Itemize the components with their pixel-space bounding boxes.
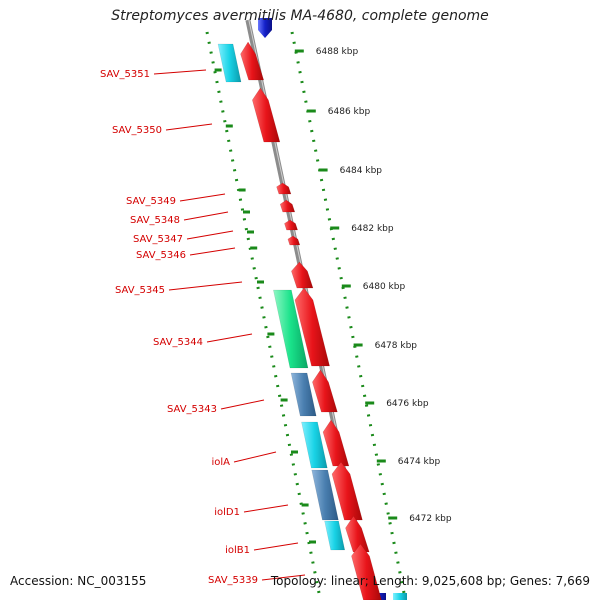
scale-label: 6476 kbp <box>386 399 429 409</box>
gene-leader-line <box>206 333 253 343</box>
scale-label: 6486 kbp <box>328 107 371 117</box>
gene-arrow <box>351 543 382 601</box>
gene-arrow <box>284 219 298 231</box>
scale-label: 6478 kbp <box>375 341 418 351</box>
gene-leader-line <box>165 123 213 131</box>
gene-leader-line <box>153 69 207 75</box>
gene-label: SAV_5344 <box>153 337 203 348</box>
gene-leader-line <box>243 504 289 513</box>
scale-label: 6484 kbp <box>340 166 383 176</box>
gene-arrow <box>294 287 330 367</box>
scale-label: 6474 kbp <box>398 457 441 467</box>
gene-arrow <box>322 419 350 467</box>
gene-arrow <box>345 515 370 553</box>
accession-text: Accession: NC_003155 <box>10 574 147 588</box>
gene-label: SAV_5348 <box>130 215 180 226</box>
gene-label: iolD1 <box>214 507 240 518</box>
gene-arrow <box>312 369 338 413</box>
gene-leader-line <box>186 230 234 240</box>
gene-leader-line <box>233 451 277 463</box>
gene-label: iolB1 <box>225 545 250 556</box>
gene-arrow <box>287 235 301 246</box>
gene-label: SAV_5351 <box>100 69 150 80</box>
gene-label: SAV_5339 <box>208 575 258 586</box>
gene-arrow <box>279 199 296 213</box>
reverse-gene <box>393 593 407 600</box>
gene-label: SAV_5346 <box>136 250 186 261</box>
gene-leader-line <box>220 399 265 410</box>
gene-label: SAV_5343 <box>167 404 217 415</box>
cds-block <box>324 520 346 551</box>
scale-guide-line <box>205 31 322 599</box>
gene-arrow <box>291 261 314 289</box>
gene-label: SAV_5347 <box>133 234 183 245</box>
gene-label: SAV_5345 <box>115 285 165 296</box>
gene-leader-line <box>183 211 229 221</box>
scale-label: 6488 kbp <box>316 47 359 57</box>
gene-leader-line <box>253 542 299 551</box>
gene-arrow <box>276 182 292 195</box>
scale-label: 6482 kbp <box>351 224 394 234</box>
gene-arrow <box>252 87 281 143</box>
scale-label: 6472 kbp <box>409 514 452 524</box>
cds-block <box>311 469 339 521</box>
reverse-gene <box>258 18 272 38</box>
map-title: Streptomyces avermitilis MA-4680, comple… <box>111 8 489 24</box>
topology-text: Topology: linear; Length: 9,025,608 bp; … <box>270 574 590 588</box>
gene-label: SAV_5350 <box>112 125 162 136</box>
gene-leader-line <box>179 193 226 202</box>
cds-block <box>217 43 242 83</box>
gene-label: SAV_5349 <box>126 196 176 207</box>
cds-block <box>290 372 317 417</box>
gene-leader-line <box>168 281 243 291</box>
cds-block <box>301 421 328 469</box>
gene-label: iolA <box>211 457 230 468</box>
scale-label: 6480 kbp <box>363 282 406 292</box>
gene-leader-line <box>189 247 236 256</box>
scale-guide-line <box>290 31 407 599</box>
gene-leader-line <box>261 574 306 581</box>
gene-arrow <box>240 41 264 81</box>
cds-block <box>273 289 309 369</box>
